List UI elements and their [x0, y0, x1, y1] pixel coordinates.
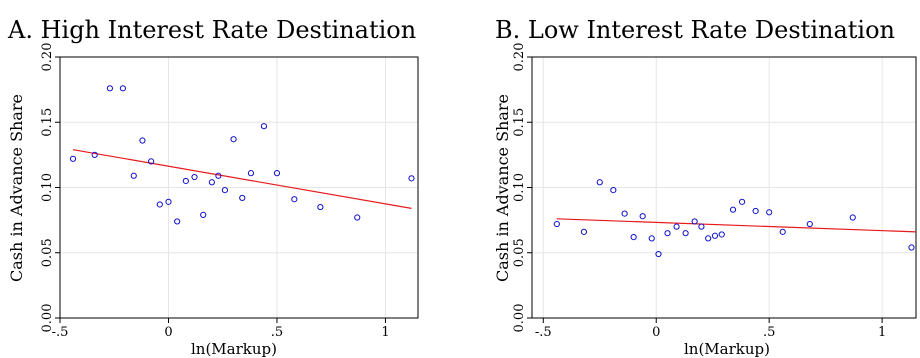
panel-a-x-tick-label: .5 [271, 325, 283, 340]
panel-a-y-tick-label: 0.05 [40, 238, 55, 267]
panel-a-data-point [215, 172, 222, 179]
panel-b-data-point [639, 213, 646, 220]
panel-b-data-point [766, 209, 773, 216]
panel-a-ylabel: Cash in Advance Share [7, 94, 26, 282]
panel-a-data-point [239, 194, 246, 202]
panel-a-data-point [148, 158, 155, 165]
panel-b-data-point [553, 220, 560, 228]
panel-a-data-point [139, 137, 146, 144]
panel-b-data-point [849, 214, 856, 221]
panel-b-data-point [580, 228, 588, 235]
panel-a-data-point [119, 85, 127, 92]
panel-a-data-point [69, 155, 77, 162]
panel-b-data-point [738, 198, 746, 205]
panel-a-y-tick-label: 0.20 [40, 43, 55, 72]
panel-b-data-point [779, 228, 786, 235]
panel-b-data-point [648, 235, 655, 242]
panel-a-data-point [130, 172, 137, 179]
panel-b-data-point [711, 232, 719, 239]
panel-b-data-point [664, 230, 671, 237]
panel-b-y-tick-label: 0.05 [512, 238, 527, 267]
panel-b-data-point [705, 235, 712, 242]
panel-b-y-tick-label: 0.15 [512, 108, 527, 137]
panel-a-data-point [182, 177, 189, 185]
panel-a-data-point [291, 196, 298, 203]
panel-b-fit-line [556, 218, 917, 233]
panel-b-data-point [806, 220, 813, 228]
panel-b-data-point [630, 233, 637, 241]
panel-b-data-point [621, 210, 628, 217]
panel-a-y-tick-label: 0.15 [40, 108, 55, 137]
panel-a-y-tick-label: 0.10 [40, 173, 55, 202]
panel-a-data-point [165, 198, 172, 205]
panel-b-xlabel: ln(Markup) [684, 340, 770, 358]
panel-b-data-point [596, 179, 603, 186]
panel-a-x-tick-label: 1 [381, 325, 389, 340]
panel-b-data-point [908, 244, 915, 251]
panel-a-data-point [230, 136, 237, 143]
panel-a-y-tick-label: 0.00 [40, 304, 55, 333]
panel-a-data-point [91, 151, 98, 158]
panel-a-fit-line [72, 149, 412, 209]
panel-b-data-point [691, 218, 698, 225]
panel-b-data-point [729, 206, 737, 213]
panel-a-data-point [354, 214, 361, 221]
panel-b-data-point [698, 223, 705, 230]
panel-a-data-point [273, 170, 281, 177]
panel-a-data-point [408, 175, 415, 182]
panel-b-data-point [673, 223, 680, 230]
panel-b-ylabel: Cash in Advance Share [493, 94, 512, 282]
panel-b-x-tick-label: 1 [878, 325, 886, 340]
panel-a-x-tick-label: -.5 [52, 325, 69, 340]
panel-b-y-tick-label: 0.10 [512, 173, 527, 202]
panel-b-data-point [718, 231, 725, 238]
panel-a-data-point [247, 170, 255, 177]
panel-b: B. Low Interest Rate Destination Cash in… [493, 16, 917, 358]
panel-a-x-tick-label: 0 [164, 325, 172, 340]
panel-a-data-point [317, 203, 324, 211]
panel-a-data-point [200, 211, 207, 219]
panel-b-data-point [682, 230, 689, 237]
panel-a-data-point [191, 173, 198, 181]
panel-b-title: B. Low Interest Rate Destination [495, 16, 895, 44]
panel-b-y-tick-label: 0.00 [512, 304, 527, 333]
panel-a-xlabel: ln(Markup) [191, 340, 277, 358]
panel-b-data-point [610, 187, 617, 194]
panel-a-data-point [208, 179, 215, 186]
panel-a-data-point [174, 218, 181, 225]
panel-b-data-point [752, 207, 759, 215]
panel-b-x-tick-label: 0 [652, 325, 660, 340]
panel-a-plot-area: -.5 0 .5 1 0.00 0.05 0.10 0.15 0.20 [40, 43, 419, 340]
panel-a-title: A. High Interest Rate Destination [7, 16, 416, 44]
panel-b-x-tick-label: -.5 [535, 325, 552, 340]
panel-a-data-point [221, 187, 228, 194]
panel-b-y-tick-label: 0.20 [512, 43, 527, 72]
panel-b-plot-area: -.5 0 .5 1 0.00 0.05 0.10 0.15 0.20 [512, 43, 917, 340]
panel-a-data-point [106, 85, 114, 92]
panel-a-data-point [260, 123, 268, 130]
panel-a-data-point [156, 201, 163, 208]
panel-a: A. High Interest Rate Destination Cash i… [7, 16, 419, 358]
panel-b-data-point [655, 250, 662, 258]
panel-b-x-tick-label: .5 [763, 325, 775, 340]
